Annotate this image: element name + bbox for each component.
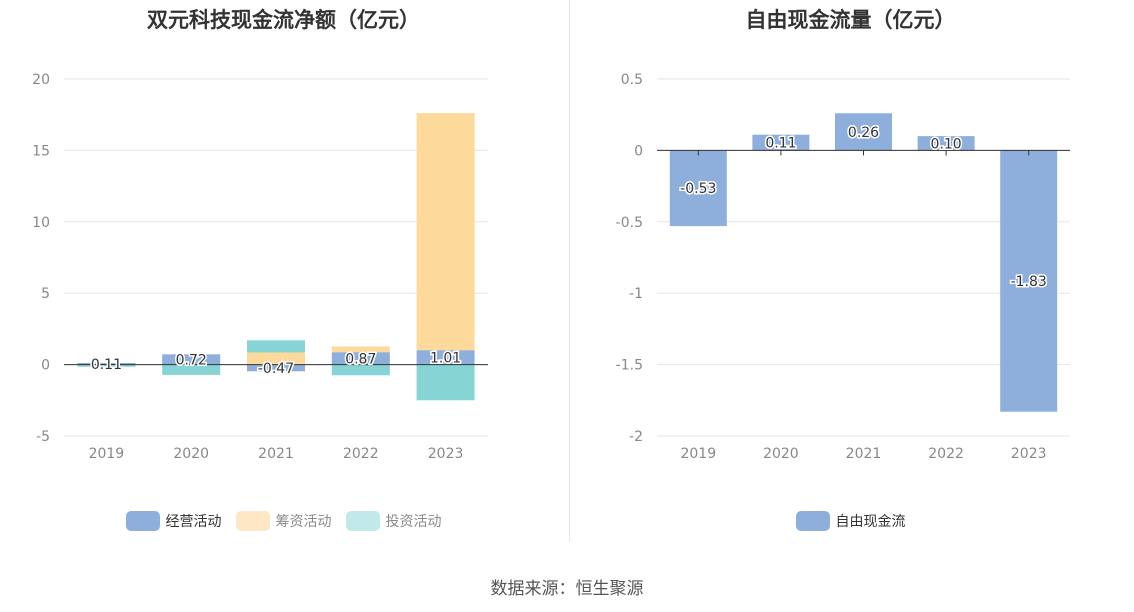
right-ytick-label: -1.5 [616,358,643,374]
right-xtick-label: 2022 [928,446,964,462]
legend-item-investing[interactable]: 投资活动 [345,511,442,531]
left-financing-bar [416,113,475,351]
right-xtick-label: 2020 [763,446,799,462]
legend-item-fcf[interactable]: 自由现金流 [795,511,906,531]
right-chart-panel: 自由现金流量（亿元） 0.5 0 -0.5 -1 -1.5 -2 2019 2020 2021 2… [567,0,1134,545]
right-fcf-bar [917,136,975,151]
left-investing-bar [247,340,305,353]
right-ytick-label: -2 [629,429,643,445]
legend-label-fcf: 自由现金流 [835,514,906,530]
left-financing-bar [247,352,305,365]
left-operating-bar [77,363,136,365]
cashflow-net-chart: 20 15 10 5 0 -5 2019 2020 2021 2022 2023 0.11 0.72 -0… [32,72,488,462]
left-investing-bar [77,364,136,367]
left-data-label: 1.01 [430,350,461,366]
right-data-label: -0.53 [680,181,716,197]
legend-swatch-investing [345,511,380,531]
left-legend: 经营活动 筹资活动 投资活动 [0,511,567,531]
left-ytick-label: 0 [41,358,50,374]
left-chart-panel: 双元科技现金流净额（亿元） 20 15 10 5 0 -5 2019 2020 2021 2022… [0,0,567,545]
right-ytick-label: -1 [629,286,643,302]
right-xtick-label: 2019 [680,446,716,462]
right-ytick-label: 0 [634,143,643,159]
left-data-label: -0.47 [258,361,294,377]
left-investing-bar [416,364,475,401]
right-fcf-bar [835,113,892,151]
data-source: 数据来源：恒生聚源 [490,579,644,599]
legend-item-operating[interactable]: 经营活动 [125,511,222,531]
left-xtick-label: 2020 [173,446,209,462]
left-ytick-label: 15 [32,143,50,159]
left-operating-bar [416,350,475,365]
right-data-label: 0.11 [765,136,796,152]
left-financing-bar [331,346,390,353]
right-ytick-label: -0.5 [616,215,643,231]
left-operating-bar [247,364,305,372]
right-xtick-label: 2021 [846,446,882,462]
legend-label-financing: 筹资活动 [275,514,332,530]
left-data-label: 0.11 [91,357,122,373]
right-fcf-bar [752,134,810,151]
left-operating-bar [162,354,221,365]
left-data-label: 0.87 [345,351,376,367]
right-data-label: 0.26 [848,125,879,141]
right-fcf-bar [1000,150,1058,412]
right-fcf-bar [669,150,727,227]
left-xtick-label: 2019 [89,446,125,462]
legend-swatch-financing [235,511,270,531]
left-data-label: 0.72 [176,352,207,368]
left-investing-bar [162,364,221,375]
legend-item-financing[interactable]: 筹资活动 [235,511,332,531]
free-cashflow-chart: 0.5 0 -0.5 -1 -1.5 -2 2019 2020 2021 2022 2023 -0.5… [616,72,1070,462]
right-chart-title: 自由现金流量（亿元） [745,8,956,32]
legend-label-investing: 投资活动 [385,514,442,530]
panel-divider [569,0,570,542]
legend-swatch-operating [125,511,160,531]
left-xtick-label: 2023 [428,446,464,462]
right-data-label: -1.83 [1011,274,1047,290]
left-ytick-label: -5 [36,429,50,445]
left-investing-bar [331,364,390,376]
right-xtick-label: 2023 [1011,446,1047,462]
left-xtick-label: 2021 [258,446,294,462]
right-legend: 自由现金流 [567,511,1134,531]
left-ytick-label: 20 [32,72,50,88]
left-chart-title: 双元科技现金流净额（亿元） [147,8,420,32]
legend-swatch-fcf [795,511,830,531]
legend-label-operating: 经营活动 [165,514,222,530]
right-data-label: 0.10 [931,136,962,152]
left-operating-bar [331,352,390,365]
right-ytick-label: 0.5 [621,72,643,88]
left-ytick-label: 5 [41,286,50,302]
left-ytick-label: 10 [32,215,50,231]
left-xtick-label: 2022 [343,446,379,462]
